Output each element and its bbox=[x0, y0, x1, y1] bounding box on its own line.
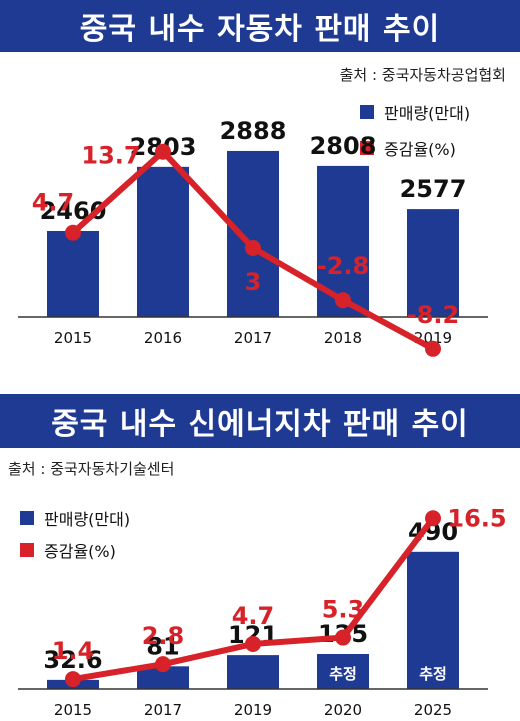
chart2-x-tick-label: 2020 bbox=[324, 701, 362, 719]
chart2-growth-label: 4.7 bbox=[232, 602, 275, 630]
chart2-growth-label: 16.5 bbox=[447, 504, 506, 532]
chart2-legend-line-swatch bbox=[20, 543, 34, 557]
chart2-growth-point bbox=[425, 510, 441, 527]
chart2-growth-point bbox=[335, 629, 351, 646]
chart2-x-tick-label: 2017 bbox=[144, 701, 182, 719]
chart1-plot: 2460280328882808257720152016201720182019… bbox=[18, 117, 488, 357]
chart1-x-tick-label: 2017 bbox=[234, 329, 272, 347]
chart2-growth-point bbox=[65, 671, 81, 688]
chart2-bar bbox=[137, 666, 189, 689]
chart2-bar bbox=[407, 551, 459, 689]
chart1-bar-value-label: 2888 bbox=[220, 117, 287, 145]
chart1-title-banner: 중국 내수 자동차 판매 추이 bbox=[0, 0, 520, 52]
chart1-bar-value-label: 2808 bbox=[310, 132, 377, 160]
chart2-title: 중국 내수 신에너지차 판매 추이 bbox=[51, 407, 469, 442]
chart2-source: 출처 : 중국자동차기술센터 bbox=[8, 460, 175, 478]
chart2-bar bbox=[227, 655, 279, 689]
chart1-legend-line-label: 증감율(%) bbox=[384, 140, 456, 159]
chart2-bar bbox=[317, 654, 369, 689]
chart1-growth-point bbox=[335, 292, 351, 309]
chart2-legend-bar: 판매량(만대) bbox=[20, 506, 130, 530]
chart1-bar-value-label: 2577 bbox=[400, 175, 467, 203]
chart2-growth-point bbox=[245, 635, 261, 652]
chart2-bar-value-label: 32.6 bbox=[43, 646, 102, 674]
chart1-growth-label: -2.8 bbox=[317, 252, 369, 280]
chart1-growth-point bbox=[155, 143, 171, 160]
chart2-x-tick-label: 2025 bbox=[414, 701, 452, 719]
chart2-estimate-label: 추정 bbox=[329, 665, 357, 683]
chart2-legend-line: 증감율(%) bbox=[20, 538, 116, 562]
chart1-growth-point bbox=[425, 340, 441, 357]
chart2-growth-label: 2.8 bbox=[142, 622, 185, 650]
chart1-growth-point bbox=[245, 240, 261, 256]
chart2-growth-label: 5.3 bbox=[322, 596, 365, 624]
chart1-legend-bar-swatch bbox=[360, 105, 374, 119]
chart1-growth-label: -8.2 bbox=[407, 301, 459, 329]
chart2-plot: 32.681121125추정490추정201520172019202020251… bbox=[18, 504, 507, 719]
chart1-growth-point bbox=[65, 224, 81, 241]
chart2-x-tick-label: 2015 bbox=[54, 701, 92, 719]
chart1-legend-bar: 판매량(만대) bbox=[360, 100, 470, 124]
chart2-legend-bar-swatch bbox=[20, 511, 34, 525]
chart1-x-tick-label: 2015 bbox=[54, 329, 92, 347]
chart1-legend-line: 증감율(%) bbox=[360, 136, 456, 160]
chart2-title-banner: 중국 내수 신에너지차 판매 추이 bbox=[0, 394, 520, 448]
chart1-x-tick-label: 2016 bbox=[144, 329, 182, 347]
chart1-legend-bar-label: 판매량(만대) bbox=[384, 104, 471, 123]
chart2-growth-point bbox=[155, 656, 171, 673]
chart1-bar bbox=[47, 230, 99, 317]
chart1-bar bbox=[407, 209, 459, 317]
chart2-estimate-label: 추정 bbox=[419, 665, 447, 683]
chart2-x-tick-label: 2019 bbox=[234, 701, 272, 719]
chart1-growth-label: 13.7 bbox=[81, 142, 140, 170]
chart1-x-tick-label: 2018 bbox=[324, 329, 362, 347]
chart1-growth-label: 4.7 bbox=[32, 189, 75, 217]
chart2-legend-line-label: 증감율(%) bbox=[44, 542, 116, 561]
chart2-growth-line bbox=[72, 516, 436, 683]
chart2-bar-value-label: 81 bbox=[146, 632, 179, 660]
chart1-source: 출처 : 중국자동차공업협회 bbox=[339, 66, 506, 84]
chart2-growth-label: 1.4 bbox=[52, 637, 95, 665]
chart1-bar bbox=[227, 150, 279, 317]
chart1-growth-label: 3 bbox=[245, 268, 262, 296]
chart2-legend-bar-label: 판매량(만대) bbox=[44, 510, 131, 529]
chart1-title: 중국 내수 자동차 판매 추이 bbox=[79, 12, 441, 47]
chart1-legend-line-swatch bbox=[360, 141, 374, 155]
chart1-bar bbox=[137, 166, 189, 317]
